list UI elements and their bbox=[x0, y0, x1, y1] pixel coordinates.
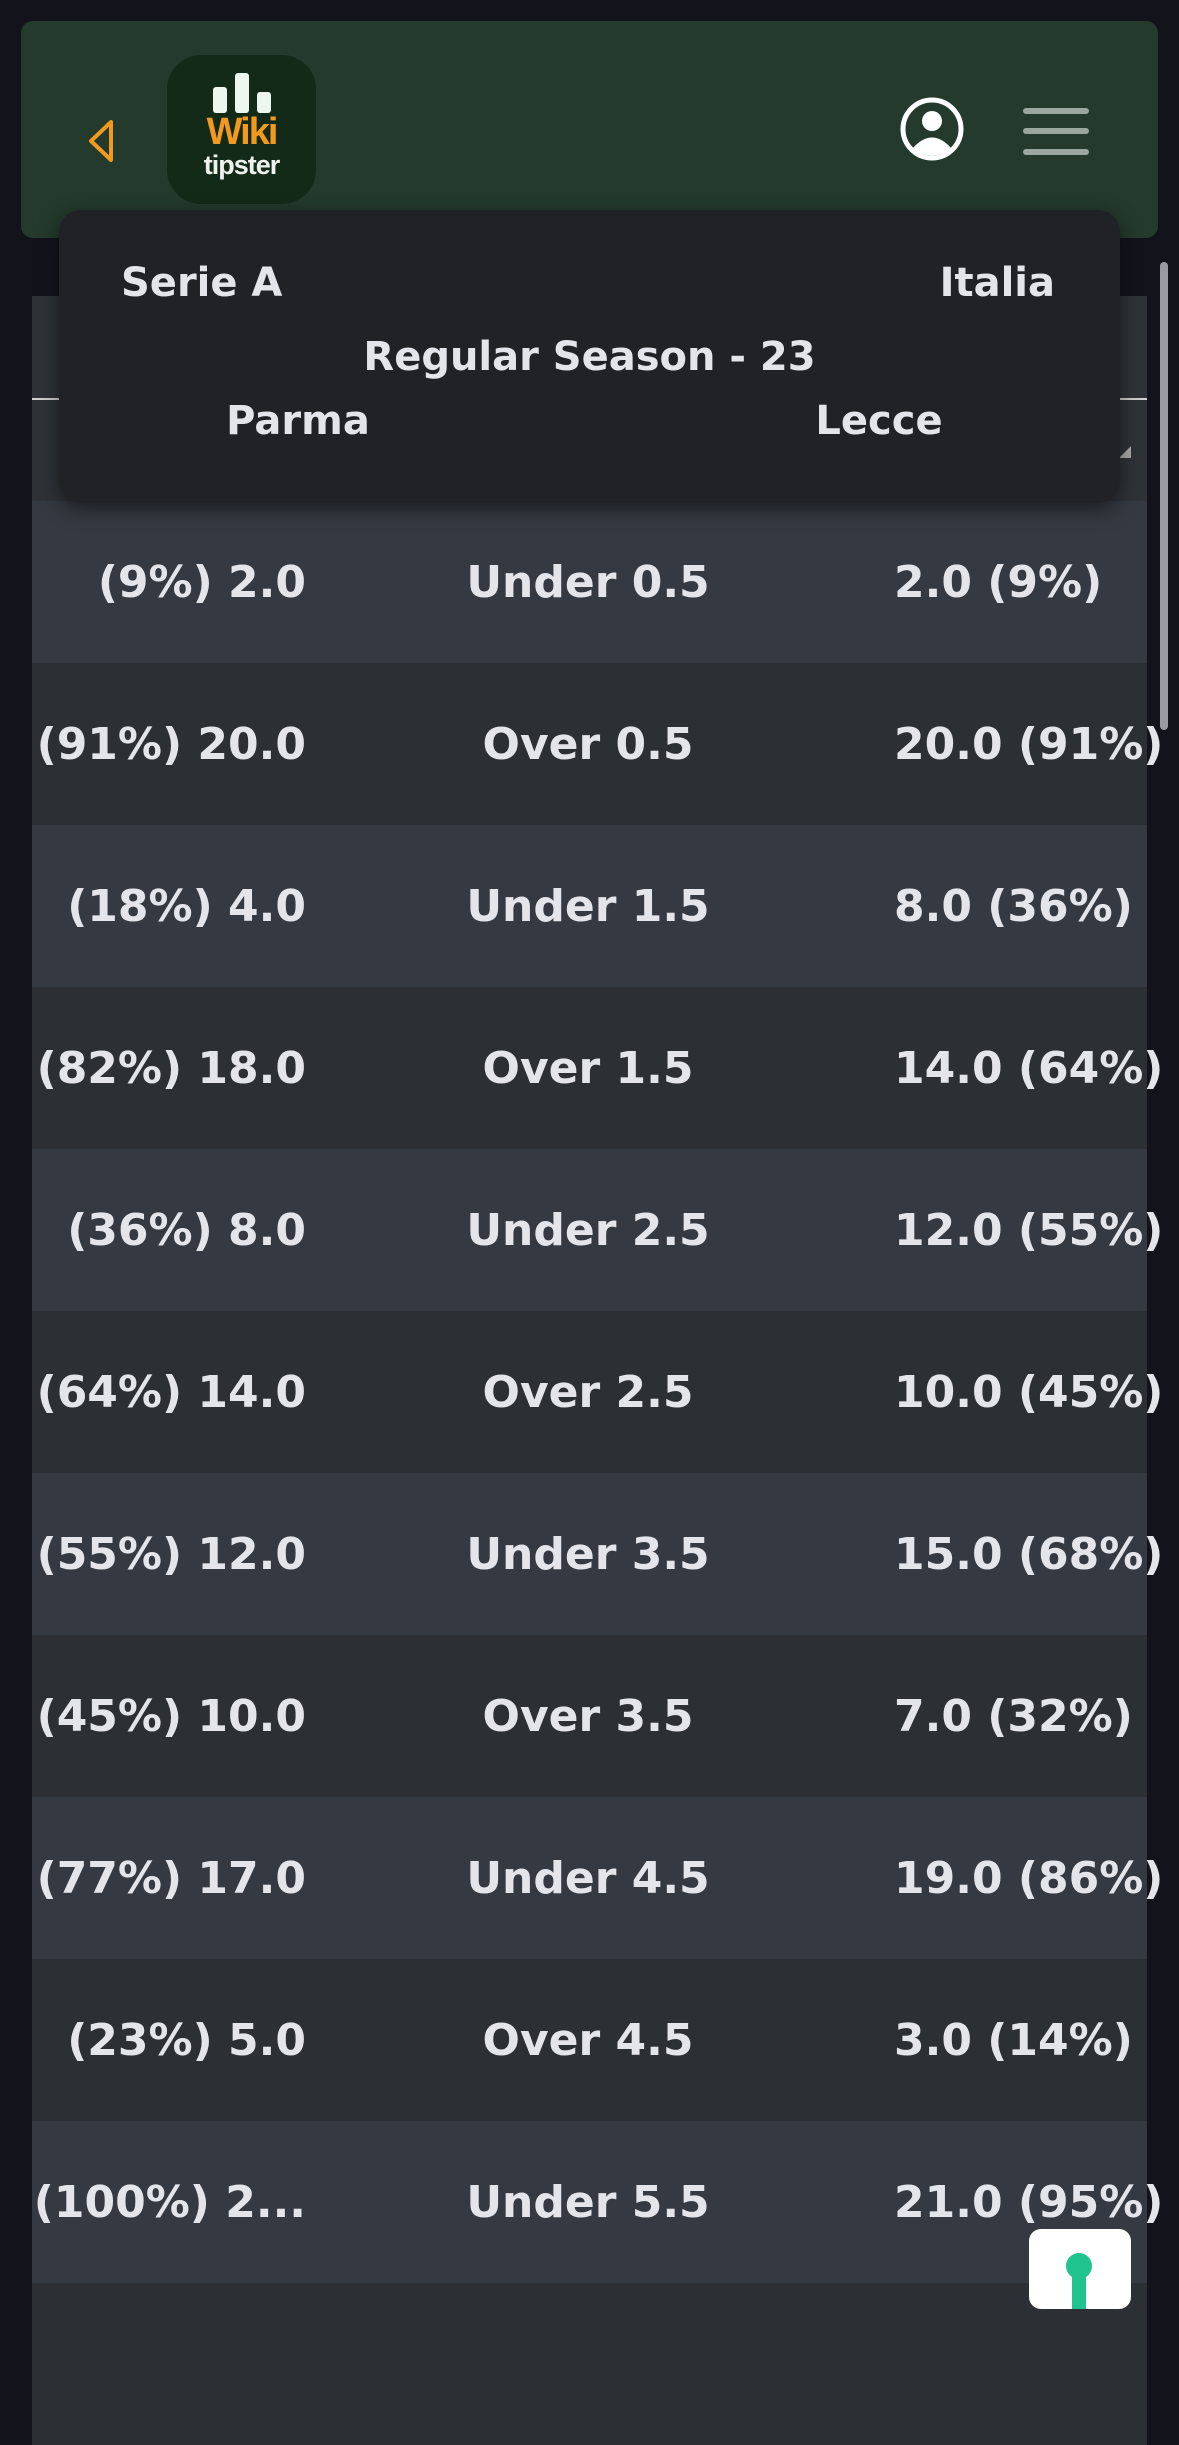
table-row: (23%) 5.0 Over 4.5 3.0 (14%) bbox=[32, 1959, 1147, 2121]
home-value: (77%) 17.0 bbox=[36, 1852, 306, 1904]
table-row: (45%) 10.0 Over 3.5 7.0 (32%) bbox=[32, 1635, 1147, 1797]
table-row: (64%) 14.0 Over 2.5 10.0 (45%) bbox=[32, 1311, 1164, 1473]
app-header: Wiki tipster bbox=[21, 21, 1158, 238]
logo-tipster: tipster bbox=[203, 150, 281, 180]
league-name: Serie A bbox=[121, 260, 283, 306]
home-value: (9%) 2.0 bbox=[97, 556, 306, 608]
back-icon[interactable] bbox=[81, 116, 121, 166]
wikitipster-logo[interactable]: Wiki tipster bbox=[167, 55, 316, 204]
home-value: (45%) 10.0 bbox=[36, 1690, 306, 1742]
table-row: (36%) 8.0 Under 2.5 12.0 (55%) bbox=[32, 1149, 1164, 1311]
market-label: Over 3.5 bbox=[482, 1690, 694, 1742]
away-value: 10.0 (45%) bbox=[894, 1366, 1164, 1418]
home-value: (100%) 2... bbox=[33, 2176, 306, 2228]
home-value: (82%) 18.0 bbox=[36, 1042, 306, 1094]
away-value: 3.0 (14%) bbox=[894, 2014, 1133, 2066]
privacy-button[interactable] bbox=[1029, 2229, 1131, 2309]
market-label: Over 1.5 bbox=[482, 1042, 694, 1094]
away-value: 14.0 (64%) bbox=[894, 1042, 1164, 1094]
round-label: Regular Season - 23 bbox=[363, 334, 816, 380]
table-row: (77%) 17.0 Under 4.5 19.0 (86%) bbox=[32, 1797, 1164, 1959]
market-label: Under 3.5 bbox=[466, 1528, 710, 1580]
market-label: Over 0.5 bbox=[482, 718, 694, 770]
home-value: (91%) 20.0 bbox=[36, 718, 306, 770]
home-value: (18%) 4.0 bbox=[67, 880, 306, 932]
home-team: Parma bbox=[226, 398, 370, 444]
match-info-card: Serie A Italia Regular Season - 23 Parma… bbox=[59, 210, 1120, 503]
sort-icon[interactable] bbox=[1119, 446, 1131, 458]
table-row: (91%) 20.0 Over 0.5 20.0 (91%) bbox=[32, 663, 1164, 825]
away-value: 12.0 (55%) bbox=[894, 1204, 1164, 1256]
home-value: (55%) 12.0 bbox=[36, 1528, 306, 1580]
table-row: (100%) 2... Under 5.5 21.0 (95%) bbox=[32, 2121, 1164, 2283]
table-row bbox=[32, 2283, 1147, 2445]
market-label: Under 4.5 bbox=[466, 1852, 710, 1904]
market-label: Under 2.5 bbox=[466, 1204, 710, 1256]
away-value: 19.0 (86%) bbox=[894, 1852, 1164, 1904]
market-label: Under 0.5 bbox=[466, 556, 710, 608]
table-row: (55%) 12.0 Under 3.5 15.0 (68%) bbox=[32, 1473, 1164, 1635]
hamburger-menu-icon[interactable] bbox=[1023, 106, 1089, 156]
home-value: (36%) 8.0 bbox=[67, 1204, 306, 1256]
home-value: (23%) 5.0 bbox=[67, 2014, 306, 2066]
away-value: 20.0 (91%) bbox=[894, 718, 1164, 770]
user-circle-icon[interactable] bbox=[899, 96, 965, 162]
table-row: (9%) 2.0 Under 0.5 2.0 (9%) bbox=[32, 501, 1147, 663]
market-label: Over 4.5 bbox=[482, 2014, 694, 2066]
table-row: (82%) 18.0 Over 1.5 14.0 (64%) bbox=[32, 987, 1164, 1149]
away-value: 8.0 (36%) bbox=[894, 880, 1133, 932]
market-label: Under 5.5 bbox=[466, 2176, 710, 2228]
logo-wiki: Wiki bbox=[206, 111, 279, 153]
home-value: (64%) 14.0 bbox=[36, 1366, 306, 1418]
over-under-table: (9%) 2.0 Under 0.5 2.0 (9%) (91%) 20.0 Over … bbox=[32, 296, 1164, 2445]
away-value: 21.0 (95%) bbox=[894, 2176, 1164, 2228]
away-value: 15.0 (68%) bbox=[894, 1528, 1164, 1580]
country-name: Italia bbox=[939, 260, 1055, 306]
away-value: 2.0 (9%) bbox=[894, 556, 1103, 608]
market-label: Over 2.5 bbox=[482, 1366, 694, 1418]
away-value: 7.0 (32%) bbox=[894, 1690, 1133, 1742]
market-label: Under 1.5 bbox=[466, 880, 710, 932]
away-team: Lecce bbox=[815, 398, 943, 444]
table-row: (18%) 4.0 Under 1.5 8.0 (36%) bbox=[32, 825, 1147, 987]
scrollbar[interactable] bbox=[1160, 262, 1168, 730]
bar-chart-icon bbox=[213, 73, 271, 113]
